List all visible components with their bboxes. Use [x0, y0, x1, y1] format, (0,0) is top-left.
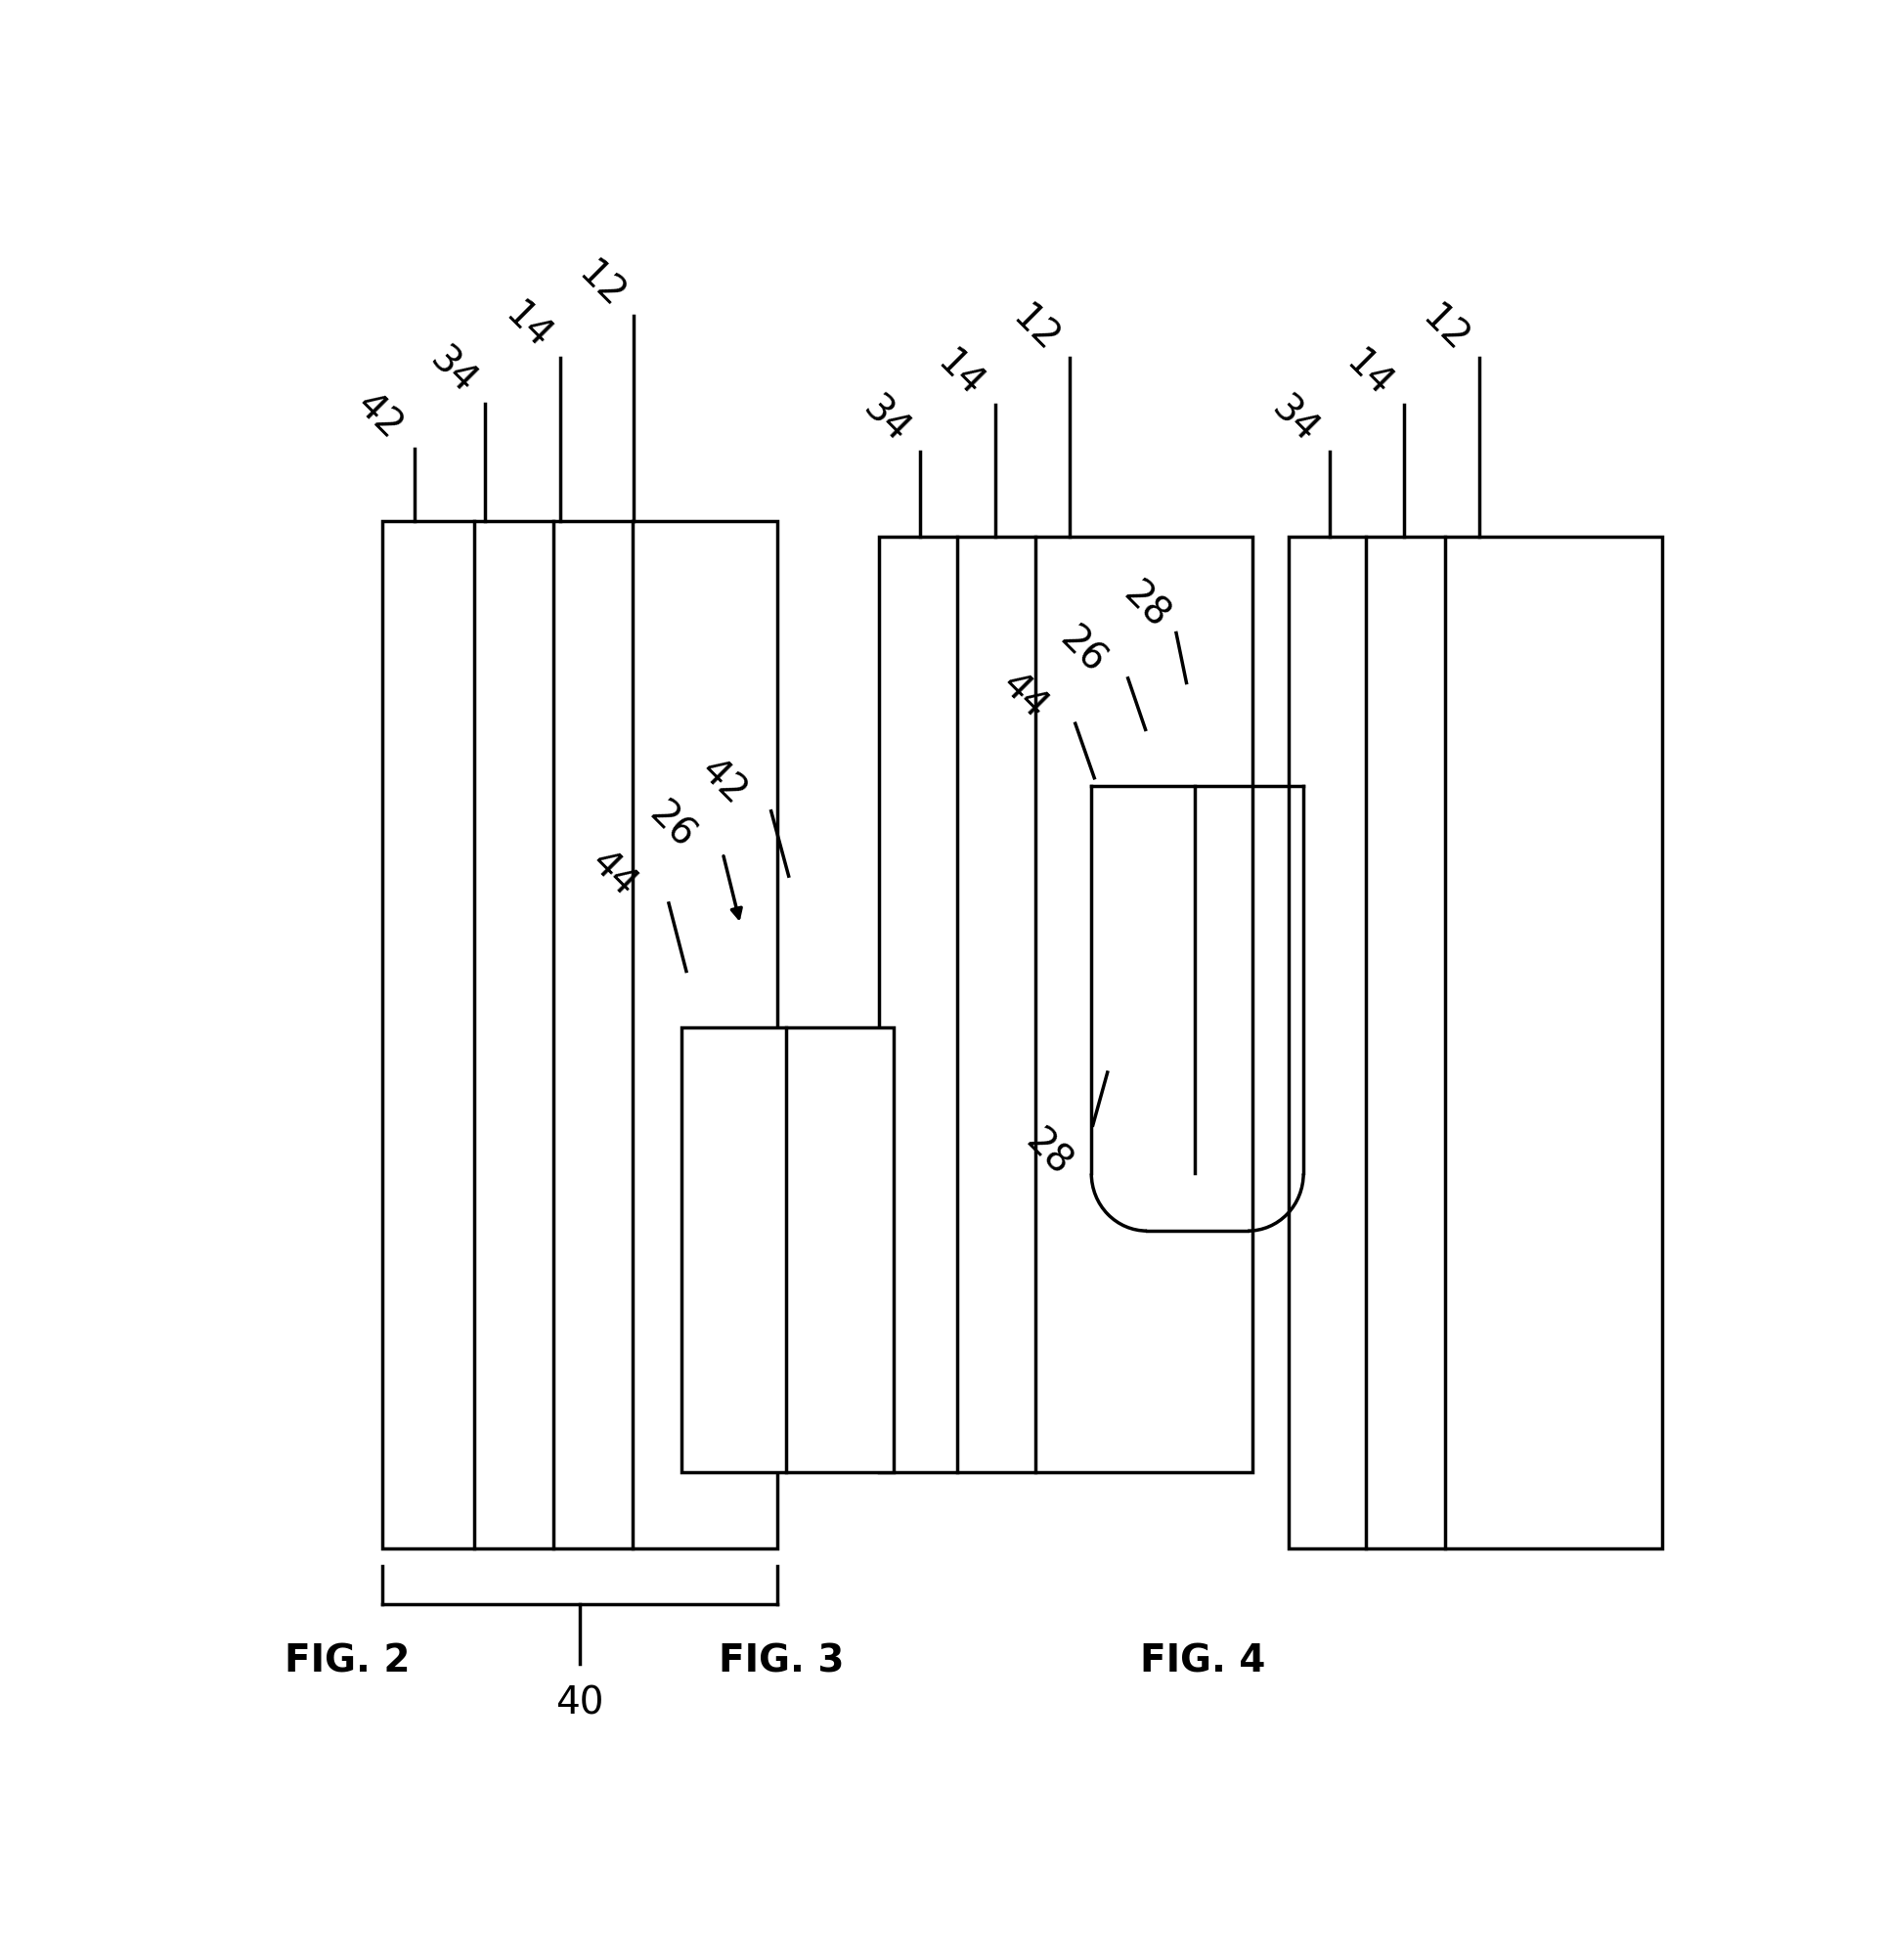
Text: FIG. 3: FIG. 3: [719, 1642, 843, 1680]
Text: 14: 14: [1340, 343, 1400, 404]
Text: FIG. 2: FIG. 2: [285, 1642, 409, 1680]
Text: 34: 34: [1264, 390, 1325, 449]
Text: 12: 12: [572, 255, 632, 316]
Bar: [681, 1027, 894, 1472]
Text: 40: 40: [555, 1684, 604, 1721]
Text: 42: 42: [693, 751, 753, 811]
Text: 44: 44: [583, 843, 643, 904]
Text: 34: 34: [855, 390, 915, 449]
Text: 42: 42: [349, 386, 409, 447]
Text: 34: 34: [423, 341, 483, 402]
Text: 44: 44: [994, 664, 1055, 725]
Text: 28: 28: [1017, 1123, 1077, 1184]
Text: 12: 12: [1006, 298, 1066, 359]
Text: 28: 28: [1115, 574, 1176, 635]
Bar: [879, 537, 1253, 1472]
Bar: [381, 521, 777, 1548]
Text: 14: 14: [498, 296, 559, 357]
Bar: [1289, 537, 1662, 1548]
Text: 26: 26: [642, 796, 702, 857]
Text: 12: 12: [1415, 298, 1476, 359]
Text: 26: 26: [1053, 619, 1113, 680]
Text: 14: 14: [930, 343, 991, 404]
Text: FIG. 4: FIG. 4: [1140, 1642, 1264, 1680]
